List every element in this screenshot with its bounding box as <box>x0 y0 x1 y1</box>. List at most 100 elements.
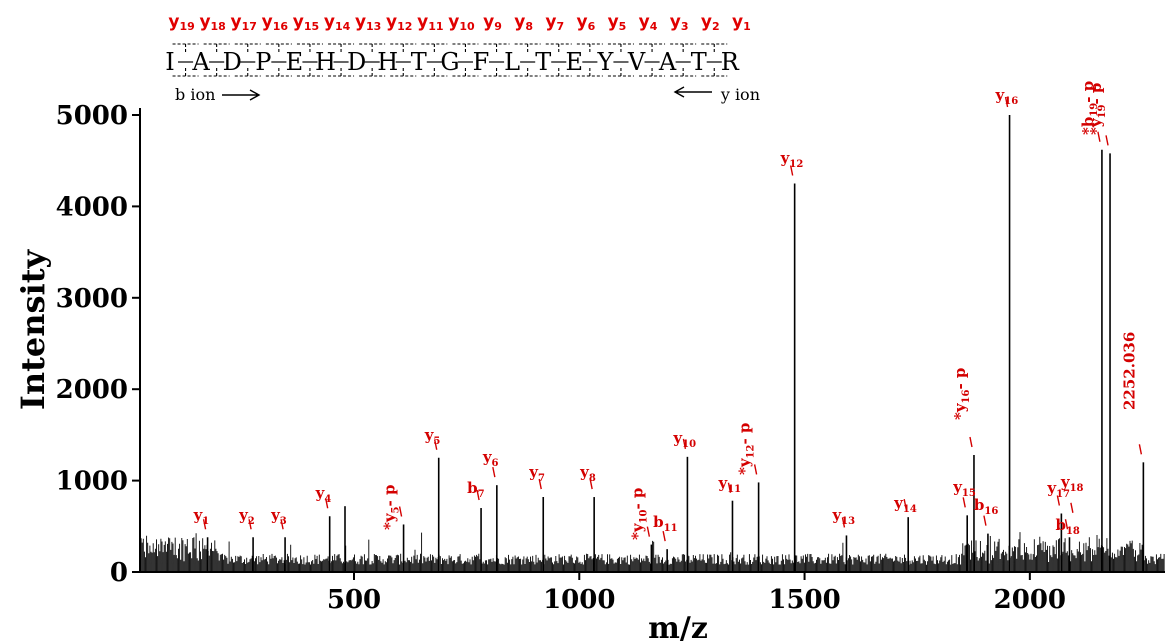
y-ion-header-10: y10 <box>448 12 475 33</box>
y-cleavage-mark <box>203 43 230 52</box>
y-ion-header-17: y17 <box>231 12 257 33</box>
annotation-2: y3 <box>270 506 287 530</box>
y-ion-header-16: y16 <box>262 12 289 33</box>
x-tick-label-500: 500 <box>327 585 381 615</box>
b-cleavage-mark <box>670 68 697 77</box>
residue-16: V <box>627 48 646 76</box>
y-tick-label-1000: 1000 <box>56 467 128 497</box>
residue-18: T <box>691 48 707 76</box>
b-cleavage-mark <box>172 68 199 77</box>
annotation-13: y11 <box>717 474 741 495</box>
y-tick-label-3000: 3000 <box>56 284 128 314</box>
y-ion-header-8: y8 <box>514 12 533 33</box>
annotation-label-16: y13 <box>831 506 855 527</box>
annotation-22: y17 <box>1046 479 1070 506</box>
b-cleavage-mark <box>296 68 323 77</box>
annotation-26: *y19- p <box>1087 83 1109 146</box>
residue-6: H <box>315 48 336 76</box>
annotation-label-19: *y16- p <box>951 368 972 420</box>
annotation-label-24: y18 <box>1060 473 1084 494</box>
y-ion-caption: y ion <box>720 85 760 104</box>
chart-axes: 0 1000 2000 3000 4000 5000 500 1000 1500 2000 m/z I… <box>14 101 1165 642</box>
y-ion-header-15: y15 <box>293 12 319 33</box>
b-cleavage-mark <box>203 68 230 77</box>
y-ion-header-18: y18 <box>199 12 225 33</box>
residue-9: T <box>411 48 427 76</box>
b-cleavage-mark <box>701 68 728 77</box>
annotation-label-8: y7 <box>528 463 545 484</box>
y-cleavage-mark <box>234 43 261 52</box>
annotation-label-11: b11 <box>653 513 677 534</box>
y-ion-header-14: y14 <box>324 12 351 33</box>
annotation-23: b18 <box>1055 516 1079 537</box>
residue-12: L <box>504 48 520 76</box>
y-ion-header-13: y13 <box>355 12 381 33</box>
y-cleavage-mark <box>359 43 386 52</box>
b-ion-arrow <box>222 89 261 101</box>
residue-1: I <box>165 48 174 76</box>
y-ion-header-11: y11 <box>417 12 443 33</box>
annotation-label-17: y14 <box>893 494 917 515</box>
b-cleavage-mark <box>421 68 448 77</box>
annotation-label-1: y2 <box>238 506 255 527</box>
y-ion-header-4: y4 <box>639 12 658 33</box>
y-cleavage-mark <box>483 43 510 52</box>
y-cleavage-mark <box>576 43 603 52</box>
annotation-label-15: y12 <box>780 149 804 170</box>
b-cleavage-mark <box>545 68 572 77</box>
b-cleavage-mark <box>359 68 386 77</box>
y-tick-label-0: 0 <box>110 558 128 588</box>
x-axis-title: m/z <box>648 611 708 642</box>
y-cleavage-mark <box>296 43 323 52</box>
b-cleavage-mark <box>390 68 417 77</box>
residue-5: E <box>286 48 304 76</box>
annotation-label-18: y15 <box>952 478 976 499</box>
y-ion-arrow <box>673 86 712 98</box>
annotation-label-27: 2252.036 <box>1120 332 1138 410</box>
annotation-8: y7 <box>528 463 545 490</box>
residue-7: D <box>347 48 366 76</box>
annotation-0: y1 <box>193 506 210 530</box>
y-axis-title: Intensity <box>14 249 52 411</box>
annotation-label-0: y1 <box>193 506 210 527</box>
y-ion-header-7: y7 <box>545 12 564 33</box>
x-tick-label-1500: 1500 <box>768 585 840 615</box>
annotation-7: y6 <box>482 448 499 478</box>
y-cleavage-mark <box>545 43 572 52</box>
annotation-label-25: *b19- p <box>1079 81 1100 135</box>
annotation-label-12: y10 <box>672 429 696 450</box>
b-cleavage-mark <box>514 68 541 77</box>
annotation-15: y12 <box>780 149 804 176</box>
y-ion-header-1: y1 <box>732 12 751 33</box>
y-cleavage-mark <box>328 43 355 52</box>
annotation-21: y16 <box>995 86 1019 108</box>
annotation-12: y10 <box>672 429 696 450</box>
y-tick-label-2000: 2000 <box>56 375 128 405</box>
annotation-label-21: y16 <box>995 86 1019 107</box>
annotation-label-7: y6 <box>482 448 499 469</box>
y-ion-header-2: y2 <box>701 12 720 33</box>
y-cleavage-mark <box>265 43 292 52</box>
annotation-4: *y5- p <box>381 485 403 530</box>
y-ion-header-9: y9 <box>483 12 502 33</box>
annotation-17: y14 <box>893 494 917 515</box>
annotation-24: y18 <box>1060 473 1084 513</box>
b-cleavage-mark <box>234 68 261 77</box>
annotation-label-26: *y19- p <box>1087 83 1108 135</box>
b-cleavage-mark <box>483 68 510 77</box>
annotation-20: b16 <box>974 496 998 526</box>
x-tick-label-1000: 1000 <box>543 585 615 615</box>
annotation-label-14: *y12- p <box>736 423 757 475</box>
annotation-label-13: y11 <box>717 474 741 495</box>
annotation-9: y8 <box>579 463 596 490</box>
annotation-14: *y12- p <box>736 423 758 475</box>
annotation-label-23: b18 <box>1055 516 1079 537</box>
annotation-3: y4 <box>315 484 332 509</box>
residue-4: P <box>255 48 271 76</box>
y-ion-header-19: y19 <box>168 12 194 33</box>
annotation-label-22: y17 <box>1046 479 1070 500</box>
annotation-label-3: y4 <box>315 484 332 505</box>
